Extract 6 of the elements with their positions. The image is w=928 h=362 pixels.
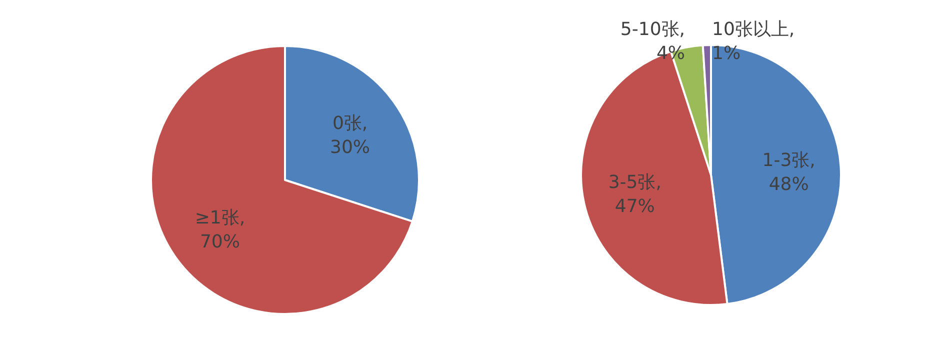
slice-label: 5-10张, 4% (620, 19, 685, 64)
slice-label: 3-5张, 47% (608, 172, 662, 218)
slice-label: ≥1张, 70% (194, 207, 246, 252)
slice-label: 1-3张, 48% (762, 150, 816, 196)
slice-label: 0张, 30% (330, 112, 370, 158)
slice-label: 10张以上, 1% (712, 19, 795, 64)
